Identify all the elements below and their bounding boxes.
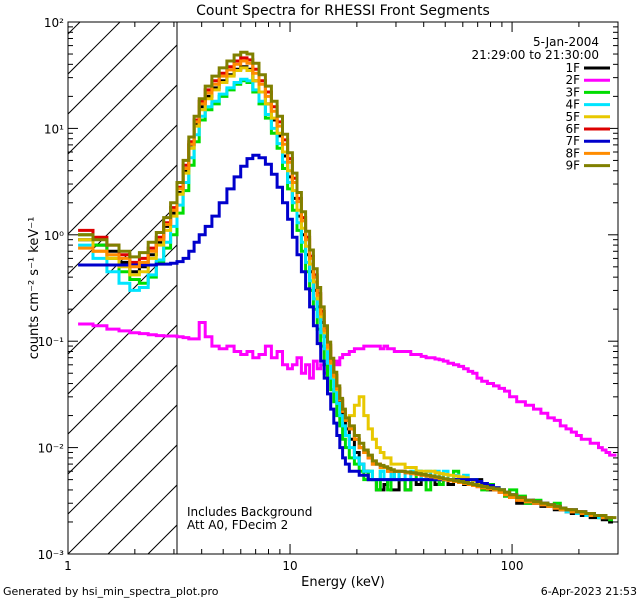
hatch-line <box>68 444 177 554</box>
footer-timestamp: 6-Apr-2023 21:53 <box>541 585 637 598</box>
plot-frame <box>67 21 619 555</box>
legend-label-4f: 4F <box>565 98 580 112</box>
chart-title: Count Spectra for RHESSI Front Segments <box>196 3 490 19</box>
annotation-line-1: Includes Background <box>187 505 312 519</box>
legend-label-2f: 2F <box>565 73 580 87</box>
y-axis-label: counts cm⁻² s⁻¹ keV⁻¹ <box>27 217 42 360</box>
y-tick-label: 10⁻² <box>38 442 65 456</box>
legend-label-6f: 6F <box>565 122 580 136</box>
hatch-line <box>68 22 121 75</box>
series-9f-line <box>78 50 617 520</box>
x-tick-label: 100 <box>501 559 524 573</box>
date-label: 5-Jan-2004 <box>533 35 599 49</box>
y-tick-label: 10⁰ <box>44 229 64 243</box>
series-layer <box>78 50 617 524</box>
legend-label-9f: 9F <box>565 159 580 173</box>
x-tick-label: 10 <box>282 559 297 573</box>
legend-label-8f: 8F <box>565 146 580 160</box>
hatch-line <box>68 164 177 275</box>
hatch-line <box>68 44 177 155</box>
x-tick-label: 1 <box>64 559 72 573</box>
annotation-line-2: Att A0, FDecim 2 <box>187 518 288 532</box>
y-tick-label: 10² <box>44 16 64 30</box>
legend-label-1f: 1F <box>565 61 580 75</box>
legend-label-5f: 5F <box>565 110 580 124</box>
y-tick-label: 10⁻³ <box>38 548 65 562</box>
axes-group: 1 10 100 10⁻³ 10⁻² 10⁻¹ 10⁰ 10¹ 10² <box>38 16 619 573</box>
hatch-line <box>68 244 177 355</box>
hatch-line <box>68 22 161 115</box>
y-tick-label: 10⁻¹ <box>38 335 65 349</box>
series-2f-line <box>78 321 617 457</box>
legend-label-3f: 3F <box>565 85 580 99</box>
legend-label-7f: 7F <box>565 134 580 148</box>
footer-generated-by: Generated by hsi_min_spectra_plot.pro <box>3 585 219 598</box>
y-tick-label: 10¹ <box>44 122 64 136</box>
time-range-label: 21:29:00 to 21:30:00 <box>472 48 599 62</box>
x-axis-label: Energy (keV) <box>301 575 385 590</box>
hatch-line <box>68 404 177 515</box>
hatch-line <box>68 364 177 475</box>
series-3f-line <box>78 79 613 522</box>
